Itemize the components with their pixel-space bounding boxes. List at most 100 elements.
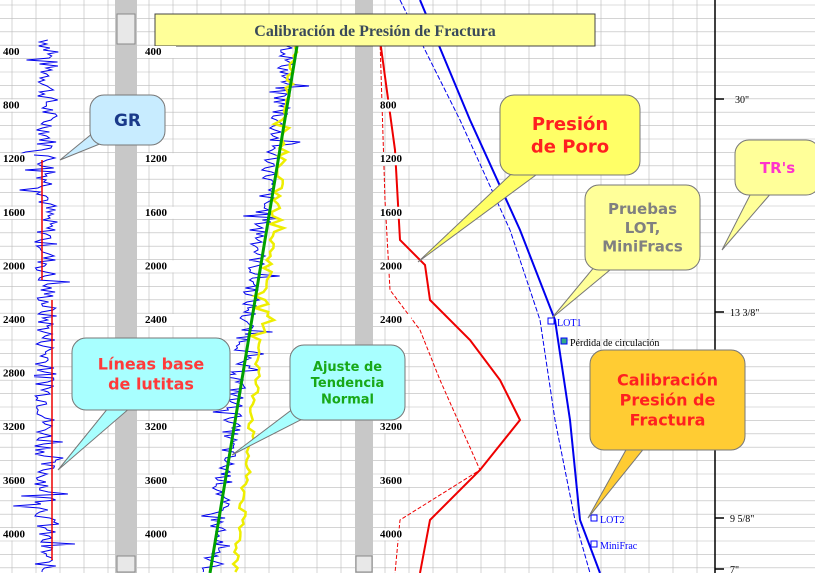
title-box — [154, 13, 596, 47]
depth-label: 1200 — [145, 153, 168, 165]
annotation: Pérdida de circulación — [570, 338, 659, 349]
depth-label-bg — [379, 260, 411, 273]
fracture-pressure-low — [399, 0, 591, 573]
callout-tail-cover — [312, 373, 354, 405]
depth-label: 3600 — [380, 475, 403, 487]
depth-label: 2800 — [3, 368, 26, 380]
depth-label: 3600 — [145, 475, 168, 487]
depth-label-bg — [144, 260, 176, 273]
callout-text: Tendencia — [311, 376, 385, 391]
depth-label: 4000 — [3, 528, 26, 540]
depth-label: 3200 — [145, 421, 168, 433]
depth-label: 1600 — [3, 207, 26, 219]
depth-label-bg — [379, 474, 411, 487]
casing-label: 7" — [730, 565, 739, 573]
gr-curve — [13, 39, 75, 573]
callout-tail-cover — [615, 219, 651, 255]
depth-label: 800 — [380, 100, 397, 112]
trend-line — [208, 39, 300, 573]
scroll-button[interactable] — [355, 555, 373, 573]
annotation: LOT1 — [557, 318, 581, 329]
depth-label-bg — [2, 528, 34, 541]
callout-tail-cover — [107, 110, 134, 132]
depth-label: 400 — [3, 46, 20, 58]
callout-text: Presión — [532, 114, 608, 135]
depth-label-bg — [2, 367, 34, 380]
callout-text: Pruebas — [608, 200, 677, 218]
annotation-marker — [547, 317, 555, 325]
depth-label-bg — [379, 153, 411, 166]
callout-text: TR's — [760, 159, 795, 177]
annotation-marker — [590, 540, 598, 548]
fracture-pressure — [419, 0, 601, 573]
casing-label: 13 3/8" — [730, 308, 759, 319]
depth-label: 3600 — [3, 475, 26, 487]
scroll-button[interactable] — [116, 555, 136, 573]
depth-label-bg — [144, 206, 176, 219]
depth-label-bg — [2, 314, 34, 326]
annotation: MiniFrac — [600, 541, 638, 552]
casing-label: 9 5/8" — [730, 514, 754, 525]
depth-label-bg — [144, 46, 176, 58]
depth-label-bg — [144, 421, 176, 434]
depth-label-bg — [379, 206, 411, 219]
depth-label-bg — [2, 260, 34, 273]
depth-label: 1200 — [3, 153, 26, 165]
depth-label-bg — [144, 528, 176, 541]
depth-label: 2000 — [145, 260, 168, 272]
title: Calibración de Presión de Fractura — [254, 23, 495, 40]
depth-label: 2400 — [380, 314, 403, 326]
depth-label-bg — [379, 421, 411, 434]
scrollbar[interactable] — [355, 0, 373, 573]
depth-label: 1600 — [145, 207, 168, 219]
depth-label: 1600 — [380, 207, 403, 219]
depth-label: 4000 — [380, 528, 403, 540]
scrollbar[interactable] — [115, 0, 137, 573]
casing-label: 30" — [735, 95, 749, 106]
callout-tail-cover — [643, 393, 677, 436]
depth-label: 2400 — [145, 314, 168, 326]
depth-label-bg — [2, 46, 34, 58]
callout-tail-cover — [524, 126, 577, 174]
depth-label: 800 — [3, 100, 20, 112]
depth-label: 2000 — [3, 260, 26, 272]
depth-label: 2000 — [380, 260, 403, 272]
depth-label-bg — [2, 99, 34, 112]
depth-label-bg — [2, 421, 34, 434]
depth-label-bg — [2, 206, 34, 219]
callout-text: de Poro — [531, 137, 609, 158]
annotation-marker — [590, 514, 598, 522]
callout-text: Ajuste de — [313, 360, 382, 375]
callout-text: Presión de — [620, 391, 716, 410]
depth-label: 1200 — [380, 153, 403, 165]
depth-label: 3200 — [380, 421, 403, 433]
depth-label: 4000 — [145, 528, 168, 540]
callout-text: LOT, — [625, 219, 661, 237]
depth-label: 2400 — [3, 314, 26, 326]
depth-label-bg — [144, 474, 176, 487]
callout-text: Líneas base — [98, 355, 205, 374]
callout-text: Calibración — [617, 371, 718, 390]
resistivity-curve — [201, 39, 310, 573]
yellow-curve — [231, 39, 300, 573]
annotation: LOT2 — [600, 515, 624, 526]
depth-label-bg — [379, 314, 411, 326]
callout-text: Normal — [321, 392, 374, 407]
callout-tail-cover — [760, 161, 787, 193]
callout-text: MiniFracs — [602, 238, 683, 256]
depth-label: 3200 — [3, 421, 26, 433]
depth-label: 400 — [145, 46, 162, 58]
overlay: 400 800 1200 1600 2000 2400 2800 3200 3600 4000 40… — [2, 46, 815, 573]
annotation-marker — [560, 337, 568, 345]
depth-label-bg — [144, 314, 176, 326]
callout-tail-cover — [123, 366, 159, 403]
depth-label-bg — [379, 99, 411, 112]
callout-text: de lutitas — [108, 375, 194, 394]
depth-label-bg — [2, 474, 34, 487]
callout-text: Fractura — [630, 411, 706, 430]
scroll-thumb[interactable] — [116, 13, 136, 45]
callout-text: GR — [114, 111, 141, 131]
depth-label-bg — [379, 528, 411, 541]
